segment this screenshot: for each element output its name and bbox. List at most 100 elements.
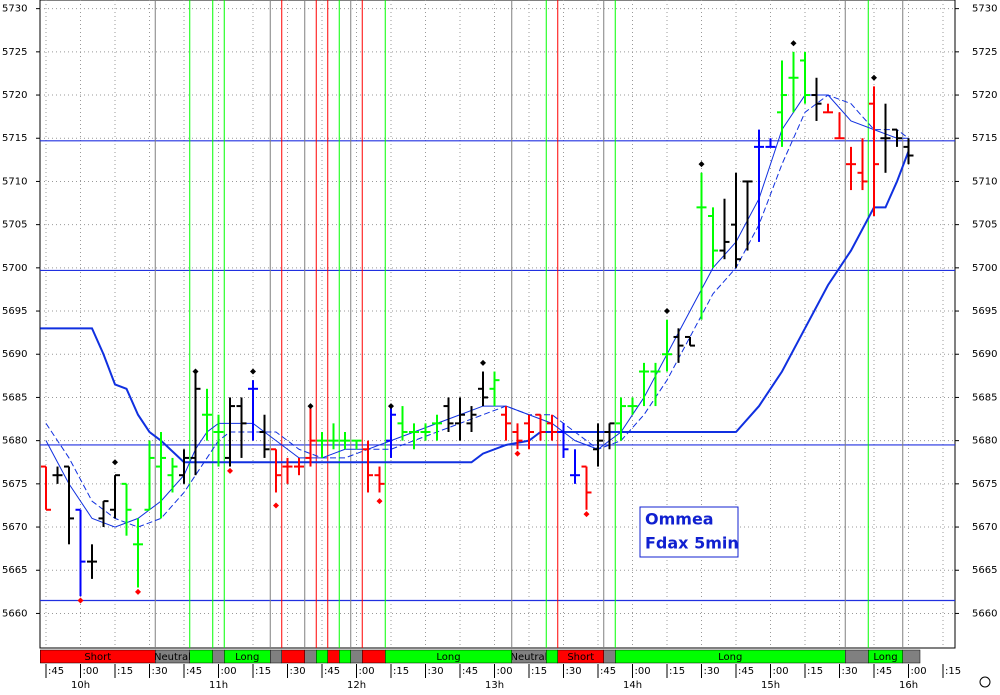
y-tick-label: 5720 (2, 90, 27, 101)
regime-label: Short (567, 652, 594, 663)
x-tick-label: :30 (566, 666, 582, 677)
signal-marker (790, 40, 797, 47)
signal-marker (250, 368, 256, 375)
y-tick-label: 5660 (2, 608, 27, 619)
x-tick-label: :15 (531, 666, 547, 677)
annotation-box (639, 506, 739, 558)
x-tick-label: :30 (152, 666, 168, 677)
regime-segment (902, 649, 921, 664)
x-tick-label: :00 (359, 666, 375, 677)
x-tick-label: :00 (497, 666, 513, 677)
x-tick-label: :00 (911, 666, 927, 677)
x-tick-label: :45 (600, 666, 616, 677)
x-tick-label: :15 (255, 666, 271, 677)
regime-label: Short (84, 652, 111, 663)
x-tick-label: 13h (485, 680, 504, 691)
x-tick-label: 16h (899, 680, 918, 691)
annotation: Fdax 5min (645, 534, 739, 553)
regime-segment (339, 649, 351, 664)
y-tick-label: 5660 (972, 608, 997, 619)
signal-marker (192, 368, 199, 375)
y-tick-label: 5715 (972, 133, 997, 144)
x-tick-label: :30 (290, 666, 306, 677)
annotation: Ommea (645, 510, 714, 529)
y-tick-label: 5680 (972, 436, 997, 447)
x-tick-label: 14h (623, 680, 642, 691)
y-tick-label: 5715 (2, 133, 27, 144)
x-tick-label: :15 (807, 666, 823, 677)
regime-segment (546, 649, 558, 664)
signal-marker (480, 359, 486, 366)
signal-marker (376, 498, 383, 505)
y-tick-label: 5675 (2, 479, 27, 490)
plot-frame (39, 0, 956, 649)
y-tick-label: 5665 (972, 565, 997, 576)
y-tick-label: 5690 (2, 349, 27, 360)
signal-marker (698, 161, 705, 168)
y-tick-label: 5705 (2, 220, 27, 231)
y-tick-label: 5725 (2, 47, 27, 58)
x-tick-label: :00 (773, 666, 789, 677)
x-tick-label: :45 (324, 666, 340, 677)
regime-label: Neutral (154, 652, 191, 663)
y-tick-label: 5725 (972, 47, 997, 58)
x-tick-label: :45 (48, 666, 64, 677)
y-tick-label: 5665 (2, 565, 27, 576)
x-tick-label: 10h (71, 680, 90, 691)
x-tick-label: :30 (842, 666, 858, 677)
y-tick-label: 5685 (2, 392, 27, 403)
x-tick-label: 11h (209, 680, 228, 691)
regime-segment (281, 649, 305, 664)
y-tick-label: 5690 (972, 349, 997, 360)
signal-marker (227, 467, 233, 474)
signal-marker (112, 459, 118, 466)
x-tick-label: :15 (669, 666, 685, 677)
y-tick-label: 5680 (2, 436, 27, 447)
y-tick-label: 5730 (972, 4, 997, 15)
signal-marker (307, 403, 314, 410)
regime-segment (845, 649, 869, 664)
regime-segment (212, 649, 225, 664)
y-tick-label: 5670 (972, 522, 997, 533)
y-tick-label: 5700 (972, 263, 997, 274)
y-tick-label: 5700 (2, 263, 27, 274)
x-tick-label: :00 (635, 666, 651, 677)
x-tick-label: :15 (945, 666, 961, 677)
x-tick-label: :45 (462, 666, 478, 677)
regime-segment (350, 649, 363, 664)
signal-marker (273, 502, 279, 509)
regime-segment (603, 649, 616, 664)
signal-marker (871, 74, 877, 81)
regime-label: Long (873, 652, 897, 663)
regime-label: Long (436, 652, 460, 663)
signal-marker (77, 597, 84, 604)
x-tick-label: :45 (876, 666, 892, 677)
status-icon (979, 676, 991, 688)
regime-label: Long (235, 652, 259, 663)
signal-marker (583, 511, 590, 518)
x-tick-label: :30 (428, 666, 444, 677)
regime-label: Neutral (511, 652, 548, 663)
y-tick-label: 5695 (972, 306, 997, 317)
signal-marker (388, 403, 394, 410)
y-tick-label: 5720 (972, 90, 997, 101)
y-tick-label: 5675 (972, 479, 997, 490)
x-tick-label: 12h (347, 680, 366, 691)
y-tick-label: 5685 (972, 392, 997, 403)
x-tick-label: :45 (738, 666, 754, 677)
regime-segment (189, 649, 213, 664)
signal-marker (514, 450, 521, 457)
signal-marker (135, 588, 141, 595)
x-tick-label: :00 (83, 666, 99, 677)
x-tick-label: :15 (117, 666, 133, 677)
x-tick-label: :30 (704, 666, 720, 677)
x-tick-label: :00 (221, 666, 237, 677)
x-tick-label: :45 (186, 666, 202, 677)
y-tick-label: 5710 (972, 176, 997, 187)
regime-segment (316, 649, 328, 664)
regime-label: Long (718, 652, 742, 663)
regime-segment (304, 649, 317, 664)
y-tick-label: 5670 (2, 522, 27, 533)
y-tick-label: 5730 (2, 4, 27, 15)
